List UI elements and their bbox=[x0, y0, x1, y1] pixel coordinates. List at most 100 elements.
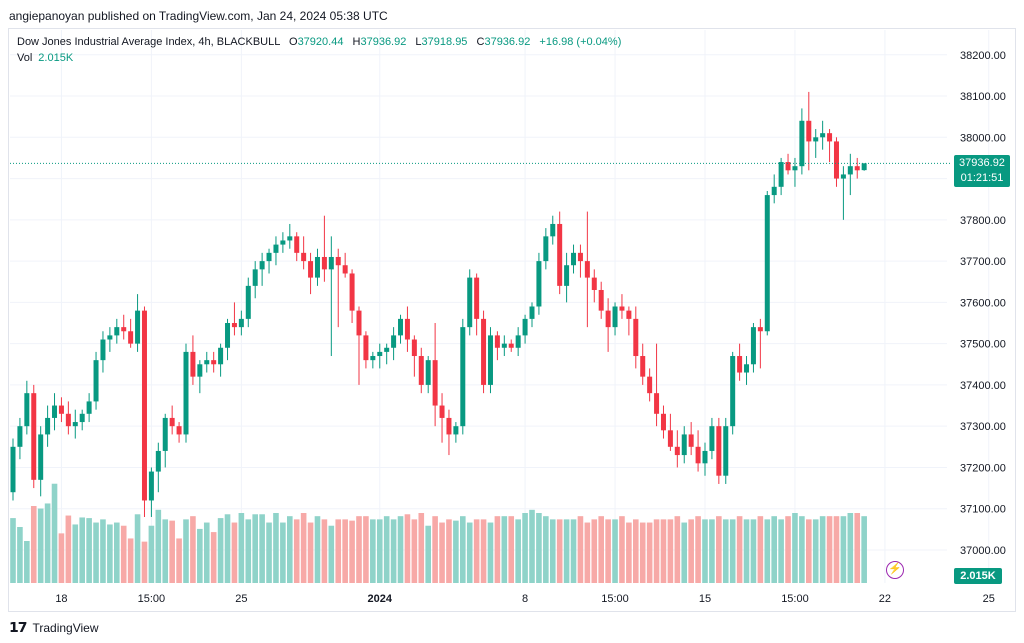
low-value: 37918.95 bbox=[421, 36, 468, 48]
volume-bar bbox=[155, 509, 162, 583]
candle-body bbox=[799, 120, 805, 167]
volume-bar bbox=[245, 519, 252, 583]
volume-bar bbox=[65, 515, 72, 583]
volume-bar bbox=[536, 513, 542, 583]
candle-body bbox=[716, 426, 722, 476]
candle-body bbox=[654, 393, 660, 414]
high-value: 37936.92 bbox=[360, 36, 407, 48]
candle-body bbox=[72, 422, 78, 427]
chart-frame[interactable] bbox=[8, 28, 1016, 612]
volume-bar bbox=[646, 522, 653, 583]
lightning-icon[interactable]: ⚡ bbox=[886, 561, 904, 579]
volume-bar bbox=[473, 519, 480, 583]
volume-bar bbox=[674, 516, 681, 583]
volume-bar bbox=[72, 524, 79, 583]
volume-bar bbox=[487, 522, 494, 583]
candle-body bbox=[398, 318, 404, 336]
volume-bar bbox=[176, 538, 182, 583]
x-tick-label: 15:00 bbox=[138, 593, 166, 605]
candle-body bbox=[24, 393, 30, 427]
candle-body bbox=[135, 310, 141, 344]
volume-bar bbox=[169, 520, 175, 583]
candle-body bbox=[342, 265, 348, 274]
y-tick-label: 37300.00 bbox=[960, 421, 1006, 433]
volume-bar bbox=[854, 513, 861, 583]
candle-body bbox=[252, 269, 258, 286]
candle-body bbox=[266, 252, 272, 262]
volume-bar bbox=[660, 519, 667, 583]
volume-bar bbox=[17, 527, 23, 583]
x-axis-labels: 18 15:00 25 2024 8 15:00 15 15:00 22 25 bbox=[55, 593, 995, 605]
candle-body bbox=[771, 186, 777, 196]
candle-body bbox=[176, 426, 182, 435]
volume-bar bbox=[626, 522, 632, 583]
candle-body bbox=[861, 163, 867, 171]
volume-bar bbox=[51, 483, 58, 583]
candle-body bbox=[640, 356, 646, 377]
volume-bar bbox=[252, 514, 258, 583]
candle-body bbox=[328, 256, 334, 270]
volume-bar bbox=[293, 519, 300, 583]
candle-body bbox=[494, 335, 500, 348]
volume-bar bbox=[515, 519, 521, 583]
volume-bar bbox=[107, 524, 113, 583]
candle-body bbox=[93, 360, 99, 402]
volume-bar bbox=[695, 516, 701, 583]
volume-bar bbox=[543, 516, 549, 583]
volume-bar bbox=[792, 513, 798, 583]
volume-bar bbox=[37, 508, 44, 583]
candle-body bbox=[114, 327, 120, 336]
volume-bar bbox=[584, 522, 591, 583]
candle-body bbox=[384, 347, 390, 352]
x-tick-label: 2024 bbox=[368, 593, 393, 605]
volume-bar bbox=[667, 519, 674, 583]
volume-bar bbox=[307, 522, 314, 583]
volume-bar bbox=[722, 519, 729, 583]
y-tick-label: 38200.00 bbox=[960, 50, 1006, 62]
candle-body bbox=[619, 306, 625, 311]
candle-body bbox=[425, 360, 431, 385]
candle-body bbox=[197, 364, 203, 377]
candle-body bbox=[571, 252, 577, 266]
volume-bar bbox=[259, 514, 265, 583]
open-value: 37920.44 bbox=[297, 36, 344, 48]
volume-bar bbox=[619, 516, 625, 583]
footer: 𝟭𝟳 TradingView bbox=[9, 619, 99, 636]
candle-body bbox=[730, 356, 736, 427]
volume-bar bbox=[688, 519, 694, 583]
candle-body bbox=[58, 405, 64, 414]
volume-bar bbox=[439, 522, 445, 583]
candle-body bbox=[446, 417, 452, 435]
candle-body bbox=[813, 137, 819, 142]
candle-body bbox=[633, 318, 639, 357]
close-value: 37936.92 bbox=[484, 36, 531, 48]
volume-bar bbox=[134, 514, 141, 583]
volume-bar bbox=[826, 516, 833, 583]
candle-body bbox=[52, 405, 58, 418]
candle-body bbox=[820, 133, 826, 138]
x-tick-label: 15:00 bbox=[601, 593, 629, 605]
volume-bar bbox=[709, 519, 715, 583]
volume-bar bbox=[238, 513, 245, 583]
candle-body bbox=[411, 339, 417, 357]
volume-bar bbox=[556, 519, 563, 583]
x-tick-label: 15:00 bbox=[781, 593, 809, 605]
volume-bar bbox=[508, 516, 515, 583]
volume-bar bbox=[370, 519, 376, 583]
volume-bar bbox=[300, 513, 307, 583]
candle-body bbox=[10, 446, 16, 493]
x-tick-label: 22 bbox=[879, 593, 891, 605]
candle-body bbox=[231, 323, 237, 328]
volume-bar bbox=[93, 522, 99, 583]
volume-bar bbox=[812, 519, 819, 583]
candle-body bbox=[335, 256, 341, 266]
candle-body bbox=[550, 223, 556, 237]
candle-body bbox=[432, 360, 438, 406]
volume-bar bbox=[702, 519, 708, 583]
candle-body bbox=[598, 289, 604, 311]
volume-bar bbox=[501, 516, 508, 583]
tradingview-logo-icon: 𝟭𝟳 bbox=[9, 619, 28, 635]
candle-body bbox=[681, 434, 687, 456]
volume-bar bbox=[342, 519, 348, 583]
